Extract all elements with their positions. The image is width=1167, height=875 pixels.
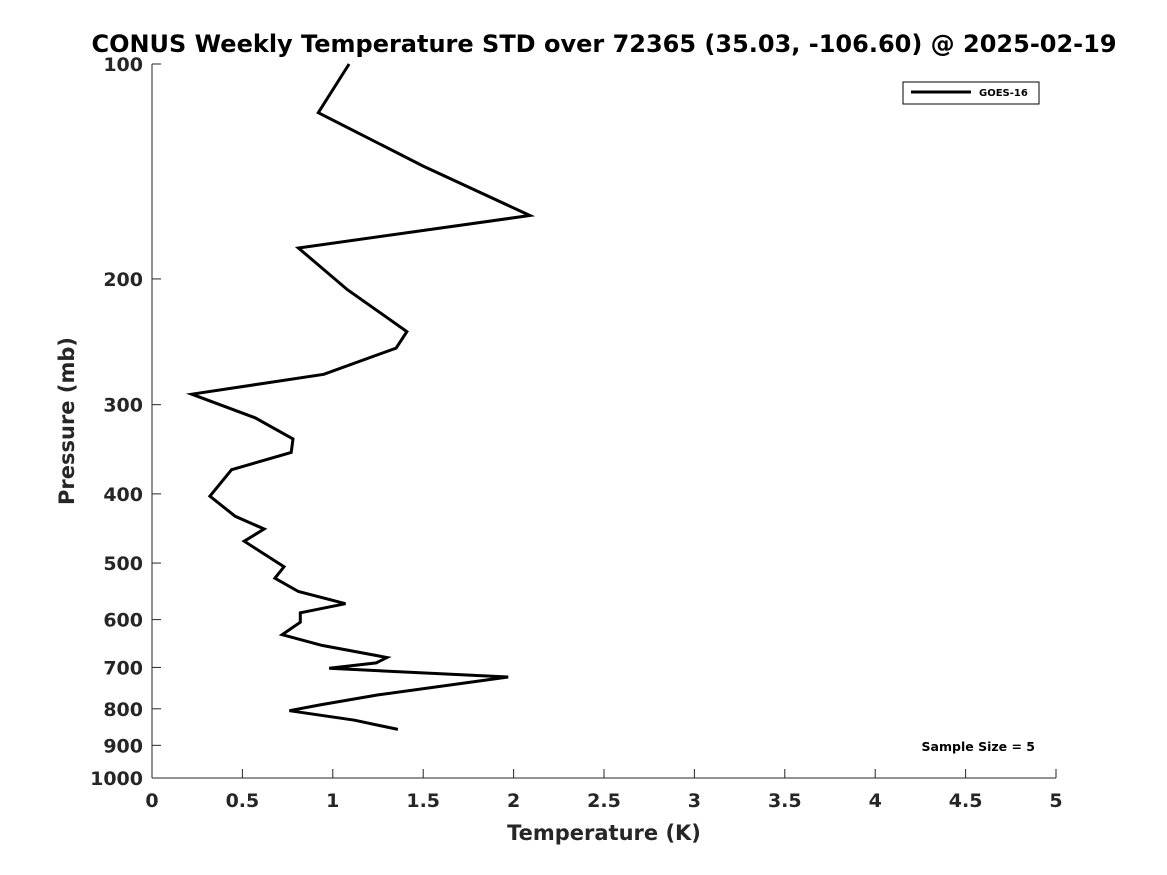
x-tick-label: 0.5 [226, 790, 260, 812]
series-layer [185, 63, 536, 731]
y-tick-label: 300 [103, 395, 143, 417]
y-tick-label: 1000 [90, 768, 143, 790]
x-tick-label: 5 [1049, 790, 1062, 812]
x-tick-label: 4 [869, 790, 882, 812]
x-axis: 0 0.5 1 1.5 2 2.5 3 3.5 4 4.5 5 [145, 769, 1063, 812]
x-tick-label: 4.5 [949, 790, 983, 812]
x-tick-label: 2 [507, 790, 520, 812]
y-tick-label: 600 [103, 610, 143, 632]
y-tick-label: 200 [103, 269, 143, 291]
y-axis: 100 200 300 400 500 600 700 800 900 1000 [90, 54, 161, 790]
series-line-goes-16 [185, 63, 536, 731]
x-tick-label: 3 [688, 790, 701, 812]
y-tick-label: 500 [103, 553, 143, 575]
x-axis-label: Temperature (K) [507, 821, 701, 845]
legend: GOES-16 [902, 81, 1040, 105]
plot-area [151, 64, 1056, 779]
y-tick-label: 100 [103, 54, 143, 76]
y-tick-label: 700 [103, 657, 143, 679]
x-tick-label: 0 [145, 790, 158, 812]
x-tick-label: 1 [326, 790, 339, 812]
x-tick-label: 2.5 [587, 790, 621, 812]
y-tick-label: 400 [103, 484, 143, 506]
x-tick-label: 1.5 [406, 790, 440, 812]
x-tick-label: 3.5 [768, 790, 802, 812]
y-tick-label: 800 [103, 699, 143, 721]
legend-entry-label: GOES-16 [979, 88, 1028, 99]
sample-size-annotation: Sample Size = 5 [922, 739, 1035, 754]
y-axis-label: Pressure (mb) [55, 337, 79, 505]
chart-title: CONUS Weekly Temperature STD over 72365 … [91, 30, 1116, 58]
y-tick-label: 900 [103, 735, 143, 757]
